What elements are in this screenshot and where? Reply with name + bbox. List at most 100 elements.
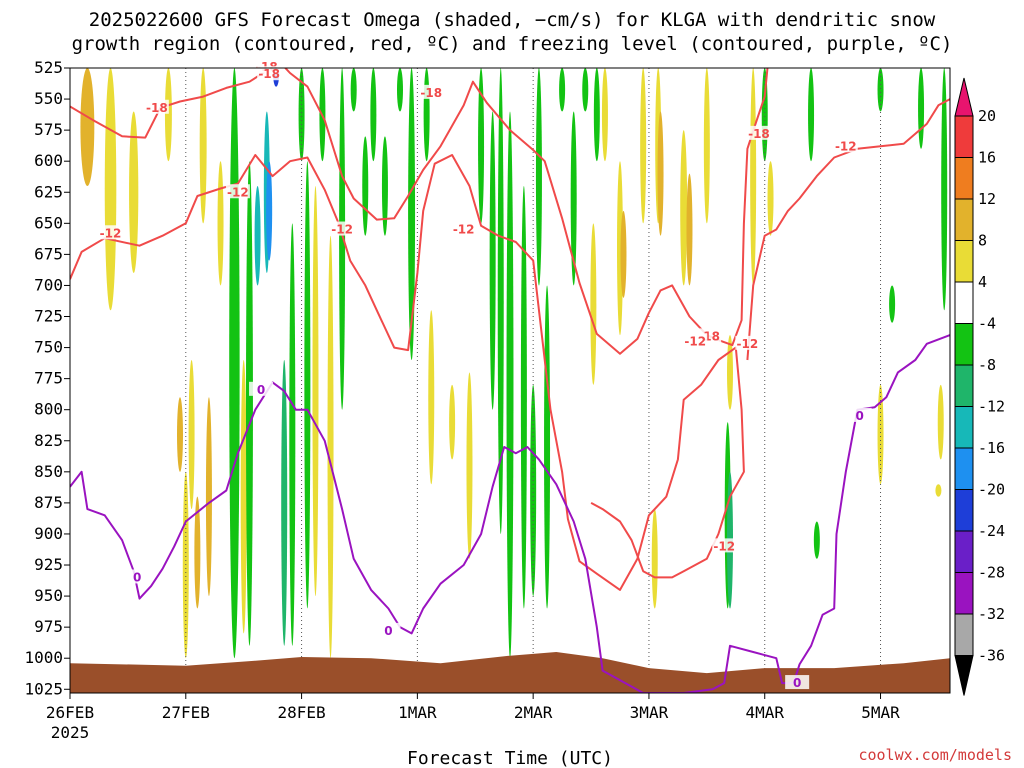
omega-shade-region — [428, 310, 435, 485]
omega-shade-region — [489, 111, 496, 410]
omega-shade-region — [559, 68, 566, 112]
contour-label: 0 — [793, 676, 801, 690]
contour-label: -12 — [100, 226, 122, 240]
y-tick-label: 925 — [34, 555, 63, 574]
colorbar-segment — [954, 530, 974, 573]
colorbar-segment — [954, 406, 974, 449]
omega-shade-region — [423, 68, 430, 162]
omega-shade-region — [199, 68, 207, 224]
omega-shade-region — [381, 136, 388, 236]
omega-shade-region — [593, 68, 600, 162]
omega-shade-region — [506, 111, 514, 659]
omega-shade-region — [194, 496, 201, 609]
omega-shade-region — [620, 210, 627, 298]
contour-line — [70, 154, 745, 591]
y-tick-label: 575 — [34, 120, 63, 139]
contour-label-bg — [125, 569, 150, 584]
colorbar-segment — [954, 281, 974, 324]
contour-label-bg — [735, 335, 760, 350]
plot-frame — [69, 67, 951, 694]
omega-shade-region — [750, 68, 757, 286]
colorbar: 20 16 12 8 4 -4 -8 -12 -16 -20 -24 -28 -32 -36 — [954, 77, 1005, 696]
x-axis-title: Forecast Time (UTC) — [407, 748, 613, 768]
contour-label: -18 — [420, 86, 442, 100]
colorbar-segment — [954, 364, 974, 407]
omega-shade-region — [298, 68, 305, 162]
contour-label-bg — [376, 622, 401, 637]
y-tick-label: 850 — [34, 462, 63, 481]
colorbar-segment — [954, 613, 974, 656]
contour-labels: -18-18-18-18-18-18-12-12-12-12-12-12-12-… — [98, 58, 872, 690]
contour-label: 0 — [856, 409, 864, 423]
colorbar-segment — [954, 489, 974, 532]
contour-label-bg — [746, 125, 771, 140]
x-tick-label: 4MAR — [745, 703, 784, 722]
contour-label: -12 — [453, 223, 475, 237]
contour-label-bg — [144, 99, 169, 114]
omega-shade-region — [767, 161, 774, 236]
omega-shade-region — [80, 68, 95, 187]
colorbar-segment — [954, 572, 974, 615]
colorbar-label: 20 — [978, 107, 996, 125]
omega-shade-region — [246, 161, 253, 646]
contour-label-bg — [833, 138, 858, 153]
omega-shade-region — [544, 285, 551, 609]
colorbar-label: -28 — [978, 564, 1005, 582]
omega-shade-region — [590, 223, 597, 385]
contour-label-bg — [683, 333, 708, 348]
omega-shade-region — [877, 384, 884, 485]
contour-label-bg — [225, 184, 250, 199]
colorbar-label: -4 — [978, 315, 996, 333]
omega-shade-region — [808, 68, 815, 162]
omega-shade-region — [570, 111, 577, 286]
contour-label: -18 — [146, 101, 168, 115]
credit-text: coolwx.com/models — [858, 746, 1012, 764]
omega-shade-region — [254, 186, 261, 286]
colorbar-label: -8 — [978, 356, 996, 374]
colorbar-label: 16 — [978, 149, 996, 167]
omega-shade-region — [617, 161, 623, 336]
y-tick-label: 975 — [34, 617, 63, 636]
contour-label: 0 — [133, 570, 141, 584]
x-tick-label: 28FEB — [277, 703, 325, 722]
omega-shade-region — [657, 111, 664, 236]
y-tick-label: 725 — [34, 307, 63, 326]
chart-title-line-2: growth region (contoured, red, ºC) and f… — [72, 33, 953, 55]
omega-shade-region — [530, 384, 537, 597]
x-tick-label: 2MAR — [514, 703, 553, 722]
y-tick-label: 625 — [34, 182, 63, 201]
ground-terrain — [70, 652, 950, 693]
contour-label-bg — [419, 84, 444, 99]
contour-label: -18 — [748, 127, 770, 141]
omega-shade-region — [937, 384, 944, 460]
colorbar-label: 12 — [978, 190, 996, 208]
omega-shade-region — [813, 521, 820, 559]
contour-label: 0 — [257, 383, 265, 397]
colorbar-label: -16 — [978, 439, 1005, 457]
omega-shade-region — [935, 484, 942, 497]
y-tick-label: 775 — [34, 369, 63, 388]
y-tick-label: 700 — [34, 275, 63, 294]
contour-label: -12 — [331, 223, 353, 237]
colorbar-segment — [954, 157, 974, 200]
omega-shade-region — [727, 335, 733, 410]
colorbar-segment — [954, 447, 974, 490]
x-axis-year: 2025 — [51, 723, 90, 742]
contour-line — [70, 334, 950, 693]
contour-label: -12 — [737, 337, 759, 351]
x-tick-label: 3MAR — [630, 703, 669, 722]
y-tick-label: 525 — [34, 58, 63, 77]
x-tick-label: 5MAR — [861, 703, 900, 722]
y-tick-label: 950 — [34, 586, 63, 605]
omega-shade-region — [188, 359, 195, 510]
y-tick-label: 1000 — [24, 648, 63, 667]
omega-shade-region — [304, 161, 311, 609]
omega-shade-region — [408, 68, 416, 360]
colorbar-label: 8 — [978, 232, 987, 250]
contour-label-bg — [785, 675, 810, 690]
omega-shade-region — [266, 161, 273, 261]
omega-shade-region — [601, 68, 608, 162]
omega-shade-region — [918, 68, 925, 149]
omega-shade-region — [397, 68, 403, 112]
